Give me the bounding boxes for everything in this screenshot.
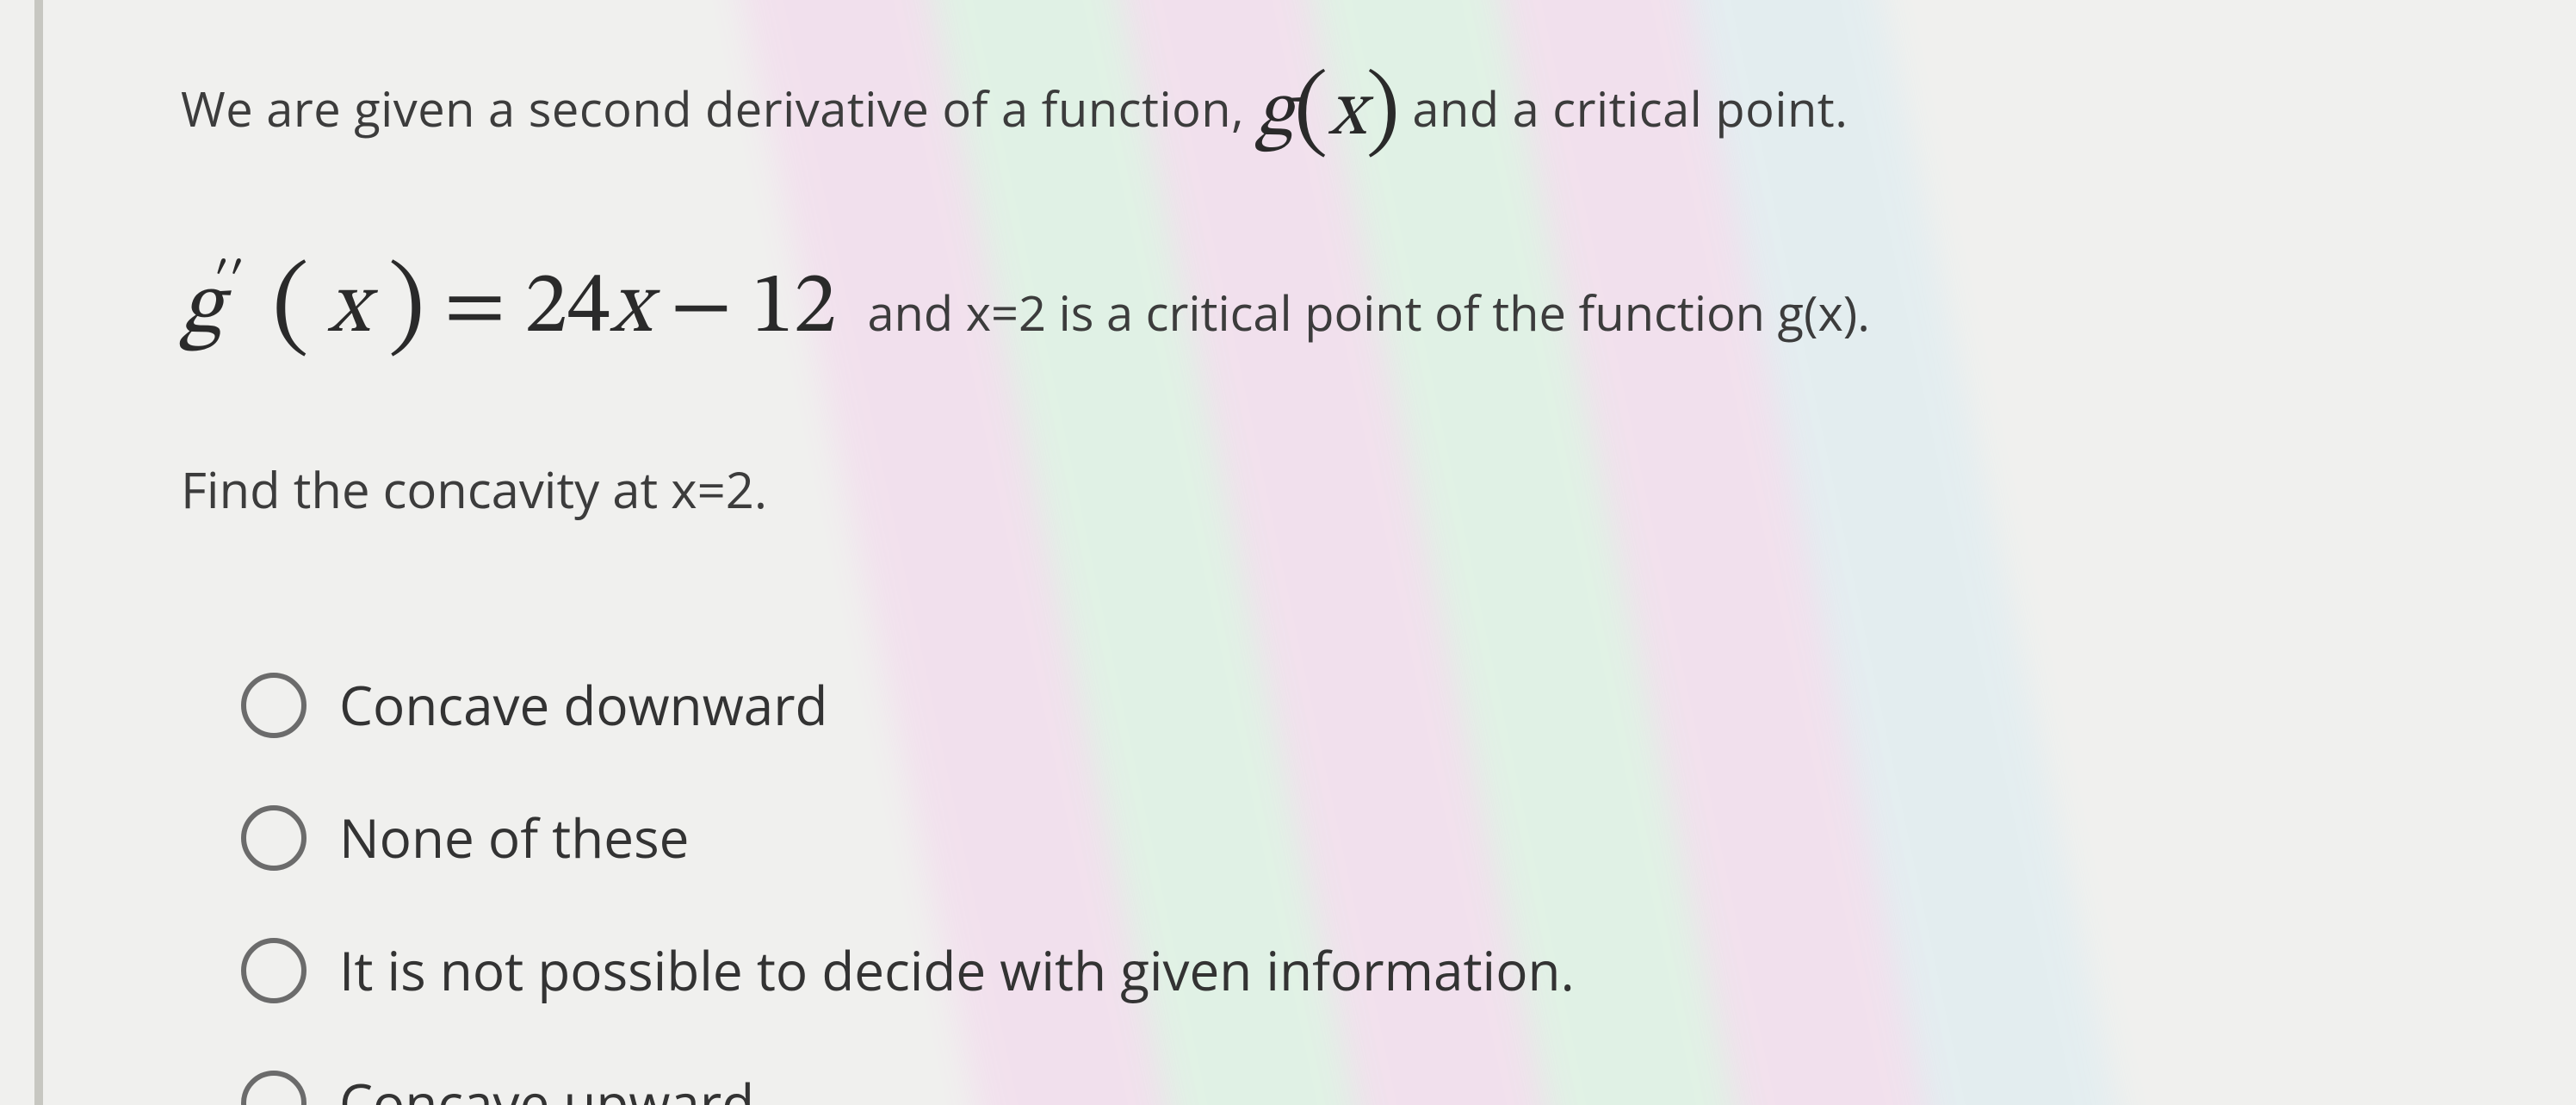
eq-x1: x xyxy=(328,255,369,363)
eq-trailing: and x=2 is a critical point of the funct… xyxy=(867,280,1870,345)
intro-suffix: and a critical point. xyxy=(1412,76,1848,141)
option-label: Concave upward xyxy=(339,1067,754,1105)
prompt-text: Find the concavity at x=2. xyxy=(181,455,767,523)
eq-rhs-b: 12 xyxy=(751,255,836,363)
radio-icon[interactable] xyxy=(241,938,307,1003)
option-label: Concave downward xyxy=(339,669,827,742)
intro-gx: g(x) xyxy=(1256,50,1400,169)
intro-prefix: We are given a second derivative of a fu… xyxy=(181,76,1244,141)
eq-rhs-a: 24 xyxy=(525,265,610,351)
gx-close: ) xyxy=(1366,67,1401,162)
gx-open: ( xyxy=(1294,67,1328,162)
option-concave-upward[interactable]: Concave upward xyxy=(241,1067,2438,1105)
eq-equals: = xyxy=(444,255,506,363)
equation: g′′ ( x ) = 24x − 12 xyxy=(181,239,836,369)
eq-primes: ′′ xyxy=(214,256,245,307)
option-label: None of these xyxy=(339,802,689,874)
option-not-possible[interactable]: It is not possible to decide with given … xyxy=(241,934,2438,1007)
gx-g: g xyxy=(1256,75,1294,152)
option-label: It is not possible to decide with given … xyxy=(339,934,1575,1007)
equation-line: g′′ ( x ) = 24x − 12 and x=2 is a critic… xyxy=(181,239,2438,369)
eq-minus: − xyxy=(670,255,732,363)
radio-icon[interactable] xyxy=(241,1071,307,1105)
eq-open: ( xyxy=(272,245,309,374)
eq-close: ) xyxy=(388,245,425,374)
option-concave-downward[interactable]: Concave downward xyxy=(241,669,2438,742)
gx-x: x xyxy=(1328,75,1366,152)
intro-line: We are given a second derivative of a fu… xyxy=(181,43,2438,162)
left-margin-rule xyxy=(34,0,43,1105)
radio-icon[interactable] xyxy=(241,805,307,871)
radio-icon[interactable] xyxy=(241,673,307,738)
prompt-line: Find the concavity at x=2. xyxy=(181,455,2438,523)
option-none-of-these[interactable]: None of these xyxy=(241,802,2438,874)
question-content: We are given a second derivative of a fu… xyxy=(181,43,2438,1071)
answer-options: Concave downward None of these It is not… xyxy=(241,669,2438,1105)
eq-rhs-x: x xyxy=(610,265,652,351)
